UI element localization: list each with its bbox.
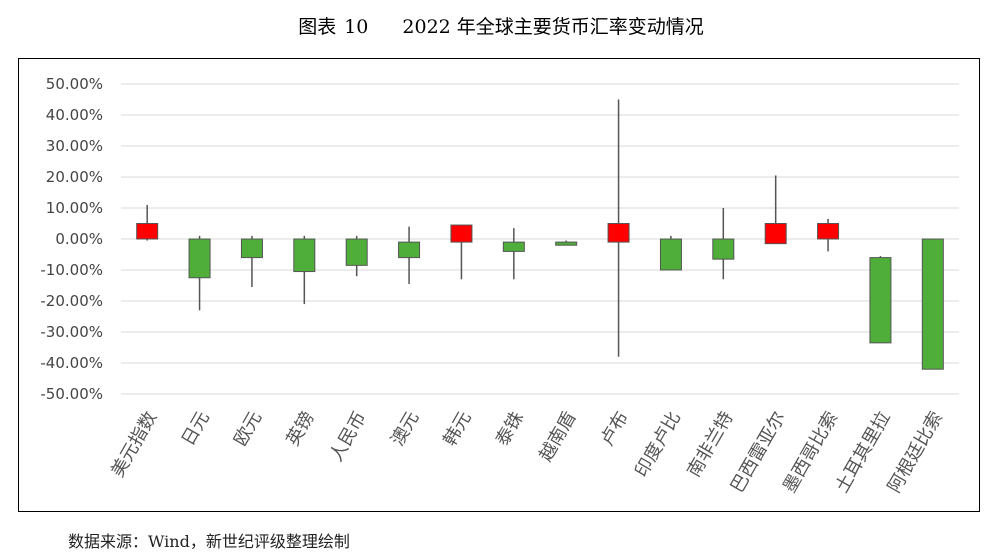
x-tick-label: 日元 bbox=[178, 408, 214, 450]
x-tick-label: 人民币 bbox=[326, 408, 371, 465]
candle-body bbox=[659, 238, 682, 271]
x-tick-label: 南非兰特 bbox=[683, 408, 737, 481]
y-tick-label: -20.00% bbox=[40, 292, 103, 310]
candle-body bbox=[345, 238, 368, 266]
y-tick-label: -40.00% bbox=[40, 354, 103, 372]
x-tick-label: 印度卢比 bbox=[631, 408, 685, 481]
x-tick-label: 欧元 bbox=[230, 408, 266, 450]
candle-body bbox=[712, 238, 735, 260]
candle-body bbox=[450, 224, 473, 243]
y-tick-label: 50.00% bbox=[46, 75, 103, 93]
source-note: 数据来源：Wind，新世纪评级整理绘制 bbox=[68, 532, 350, 551]
x-tick-label: 泰铢 bbox=[492, 408, 528, 450]
chart-frame: -50.00% -40.00% -30.00% -20.00% -10.00% 0.00%… bbox=[18, 58, 980, 512]
candle-body bbox=[607, 223, 630, 243]
y-tick-label: -30.00% bbox=[40, 323, 103, 341]
x-tick-label: 英镑 bbox=[282, 408, 318, 450]
y-tick-label: 40.00% bbox=[46, 106, 103, 124]
candle-body bbox=[240, 238, 263, 259]
y-tick-label: -10.00% bbox=[40, 261, 103, 279]
y-tick-label: 20.00% bbox=[46, 168, 103, 186]
y-tick-label: -50.00% bbox=[40, 385, 103, 403]
figure-label: 图表 bbox=[298, 16, 337, 38]
x-tick-label: 越南盾 bbox=[535, 408, 580, 465]
candlestick-chart: -50.00% -40.00% -30.00% -20.00% -10.00% 0.00%… bbox=[40, 75, 959, 496]
candle-body bbox=[869, 257, 892, 344]
candle-body bbox=[921, 238, 944, 370]
y-tick-label: 30.00% bbox=[46, 137, 103, 155]
x-tick-label: 韩元 bbox=[440, 408, 476, 450]
candle-body bbox=[136, 223, 159, 240]
x-tick-label: 卢布 bbox=[597, 408, 633, 450]
candle-body bbox=[398, 241, 421, 259]
figure-title: 图表 10 2022 年全球主要货币汇率变动情况 bbox=[0, 12, 1002, 39]
y-tick-label: 10.00% bbox=[46, 199, 103, 217]
y-tick-label: 0.00% bbox=[55, 230, 103, 248]
candle-body bbox=[764, 223, 787, 245]
candle-body bbox=[817, 223, 840, 240]
x-tick-label: 美元指数 bbox=[107, 408, 161, 481]
candle-body bbox=[555, 241, 578, 246]
candle-body bbox=[293, 238, 316, 273]
candle-body bbox=[502, 241, 525, 252]
figure-title-text: 2022 年全球主要货币汇率变动情况 bbox=[402, 16, 704, 38]
figure-number: 10 bbox=[344, 16, 369, 38]
x-tick-label: 澳元 bbox=[387, 408, 423, 450]
candle-body bbox=[188, 238, 211, 279]
x-tick-label: 阿根廷比索 bbox=[884, 408, 947, 496]
